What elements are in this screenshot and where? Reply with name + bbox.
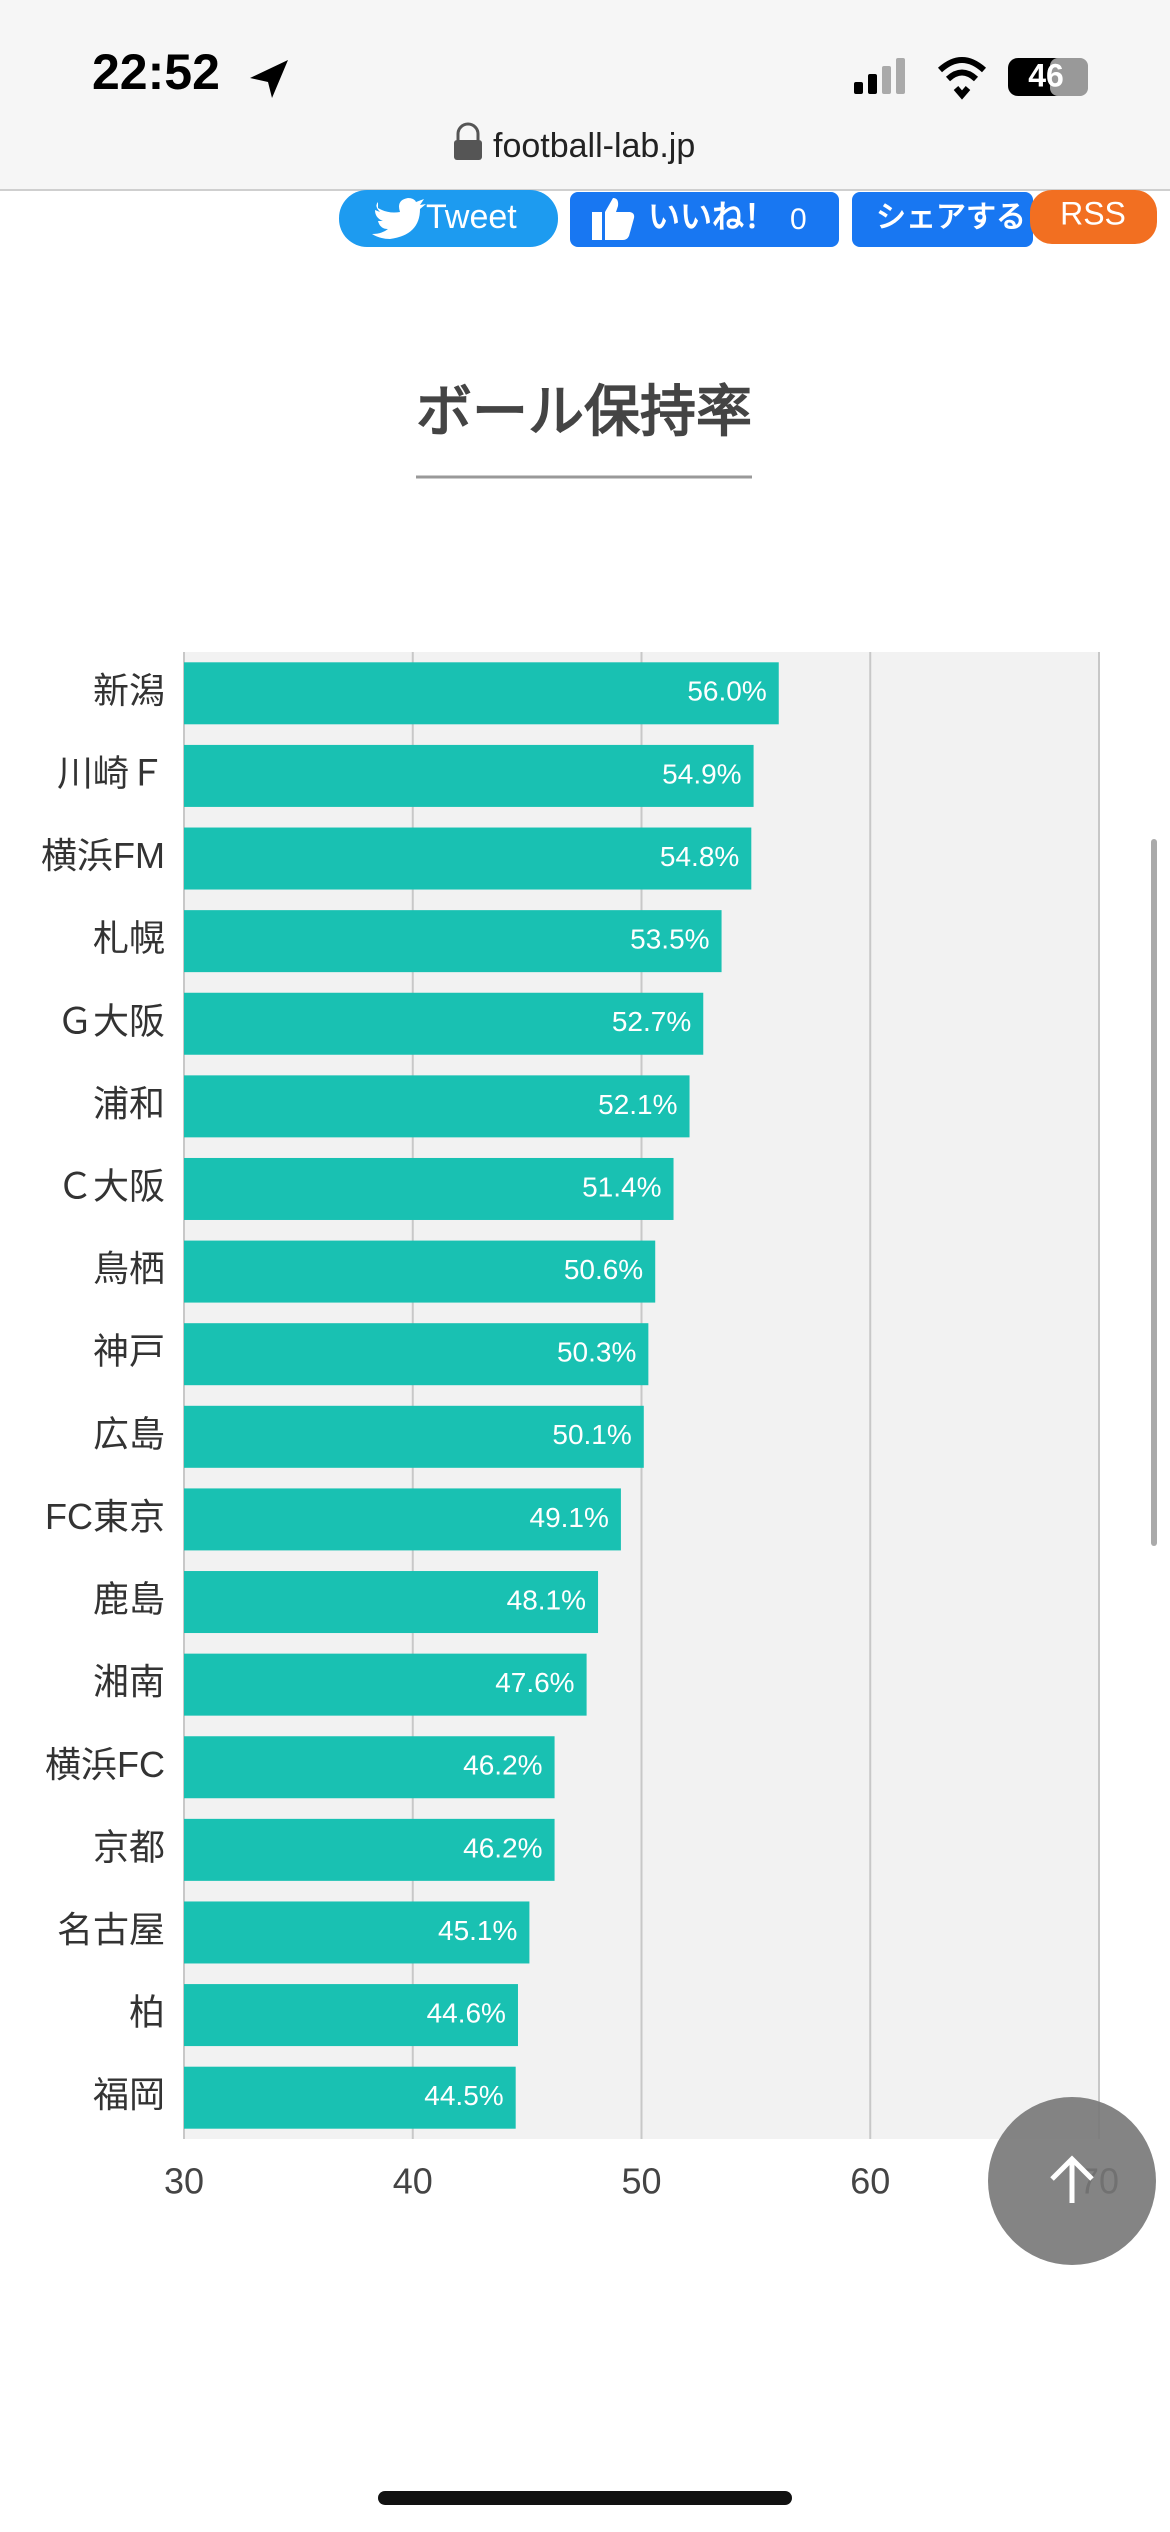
rss-button[interactable]	[1030, 190, 1157, 244]
value-label: 50.6%	[564, 1254, 643, 1285]
bar	[184, 910, 722, 973]
wifi-icon	[937, 57, 987, 100]
rss-label: RSS	[1060, 195, 1126, 231]
home-indicator	[378, 2491, 792, 2505]
bar	[184, 1818, 555, 1881]
bar	[184, 1323, 649, 1386]
bar	[184, 1075, 690, 1138]
like-label: いいね！	[648, 198, 776, 234]
value-label: 49.1%	[530, 1502, 609, 1533]
like-count: 0	[790, 203, 807, 236]
thumb-icon	[592, 198, 635, 240]
bar	[184, 662, 779, 725]
share-label: シェアする	[876, 201, 1026, 234]
value-label: 50.3%	[557, 1337, 636, 1368]
bar	[184, 1240, 656, 1303]
lock-body	[454, 140, 482, 160]
bar	[184, 1488, 621, 1551]
x-tick-label: 60	[850, 2161, 890, 2202]
y-tick-label: 札幌	[93, 918, 165, 959]
y-tick-label: 川崎Ｆ	[57, 752, 165, 793]
bar	[184, 1405, 644, 1468]
x-tick-label: 40	[393, 2161, 433, 2202]
like-button[interactable]	[570, 192, 839, 247]
y-tick-label: 横浜FC	[45, 1744, 165, 1785]
x-tick-label: 50	[621, 2161, 661, 2202]
value-label: 47.6%	[495, 1667, 574, 1698]
y-tick-label: 新潟	[93, 670, 165, 711]
tweet-label: Tweet	[426, 198, 517, 236]
value-label: 50.1%	[552, 1419, 631, 1450]
up-arrow	[1050, 2155, 1094, 2203]
value-label: 54.8%	[660, 841, 739, 872]
y-tick-label: 浦和	[93, 1083, 165, 1124]
chart-title: ボール保持率	[416, 380, 752, 443]
value-label: 53.5%	[630, 924, 709, 955]
y-tick-label: 鹿島	[93, 1579, 165, 1620]
y-tick-label: 京都	[93, 1826, 165, 1867]
y-tick-label: 柏	[129, 1992, 165, 2033]
y-tick-label: Ｃ大阪	[57, 1165, 165, 1206]
y-tick-label: 名古屋	[57, 1909, 165, 1950]
bar	[184, 1736, 555, 1799]
bar	[184, 2066, 516, 2129]
lock-icon	[456, 122, 480, 140]
y-tick-label: 横浜FM	[41, 835, 165, 876]
battery-level: 46	[1028, 57, 1064, 93]
y-tick-label: 鳥栖	[93, 1248, 165, 1289]
value-label: 44.6%	[427, 1997, 506, 2028]
y-tick-label: 湘南	[93, 1661, 165, 1702]
y-tick-label: 神戸	[93, 1331, 165, 1372]
battery-empty	[1050, 58, 1088, 96]
value-label: 52.1%	[598, 1089, 677, 1120]
value-label: 46.2%	[463, 1750, 542, 1781]
bar	[184, 1901, 530, 1964]
value-label: 44.5%	[424, 2080, 503, 2111]
bar	[184, 744, 754, 807]
signal-icon	[854, 58, 905, 94]
value-label: 48.1%	[507, 1584, 586, 1615]
y-tick-label: FC東京	[45, 1496, 165, 1537]
y-tick-label: 福岡	[93, 2074, 165, 2115]
bar	[184, 1571, 599, 1634]
share-button[interactable]	[852, 192, 1033, 247]
bar	[184, 1157, 674, 1220]
bar	[184, 992, 704, 1055]
value-label: 56.0%	[687, 676, 766, 707]
bar	[184, 1653, 587, 1716]
browser-bar	[0, 0, 1170, 190]
bar	[184, 1984, 518, 2047]
y-tick-label: 広島	[93, 1413, 165, 1454]
value-label: 46.2%	[463, 1832, 542, 1863]
location-icon	[250, 60, 288, 98]
bird-icon	[372, 198, 426, 239]
y-tick-label: Ｇ大阪	[57, 1000, 165, 1041]
value-label: 51.4%	[582, 1171, 661, 1202]
url[interactable]: football-lab.jp	[493, 127, 695, 165]
bar	[184, 827, 752, 890]
scrollbar	[1151, 839, 1157, 1546]
x-tick-label: 30	[164, 2161, 204, 2202]
value-label: 54.9%	[662, 758, 741, 789]
value-label: 45.1%	[438, 1915, 517, 1946]
value-label: 52.7%	[612, 1006, 691, 1037]
clock: 22:52	[92, 44, 220, 100]
